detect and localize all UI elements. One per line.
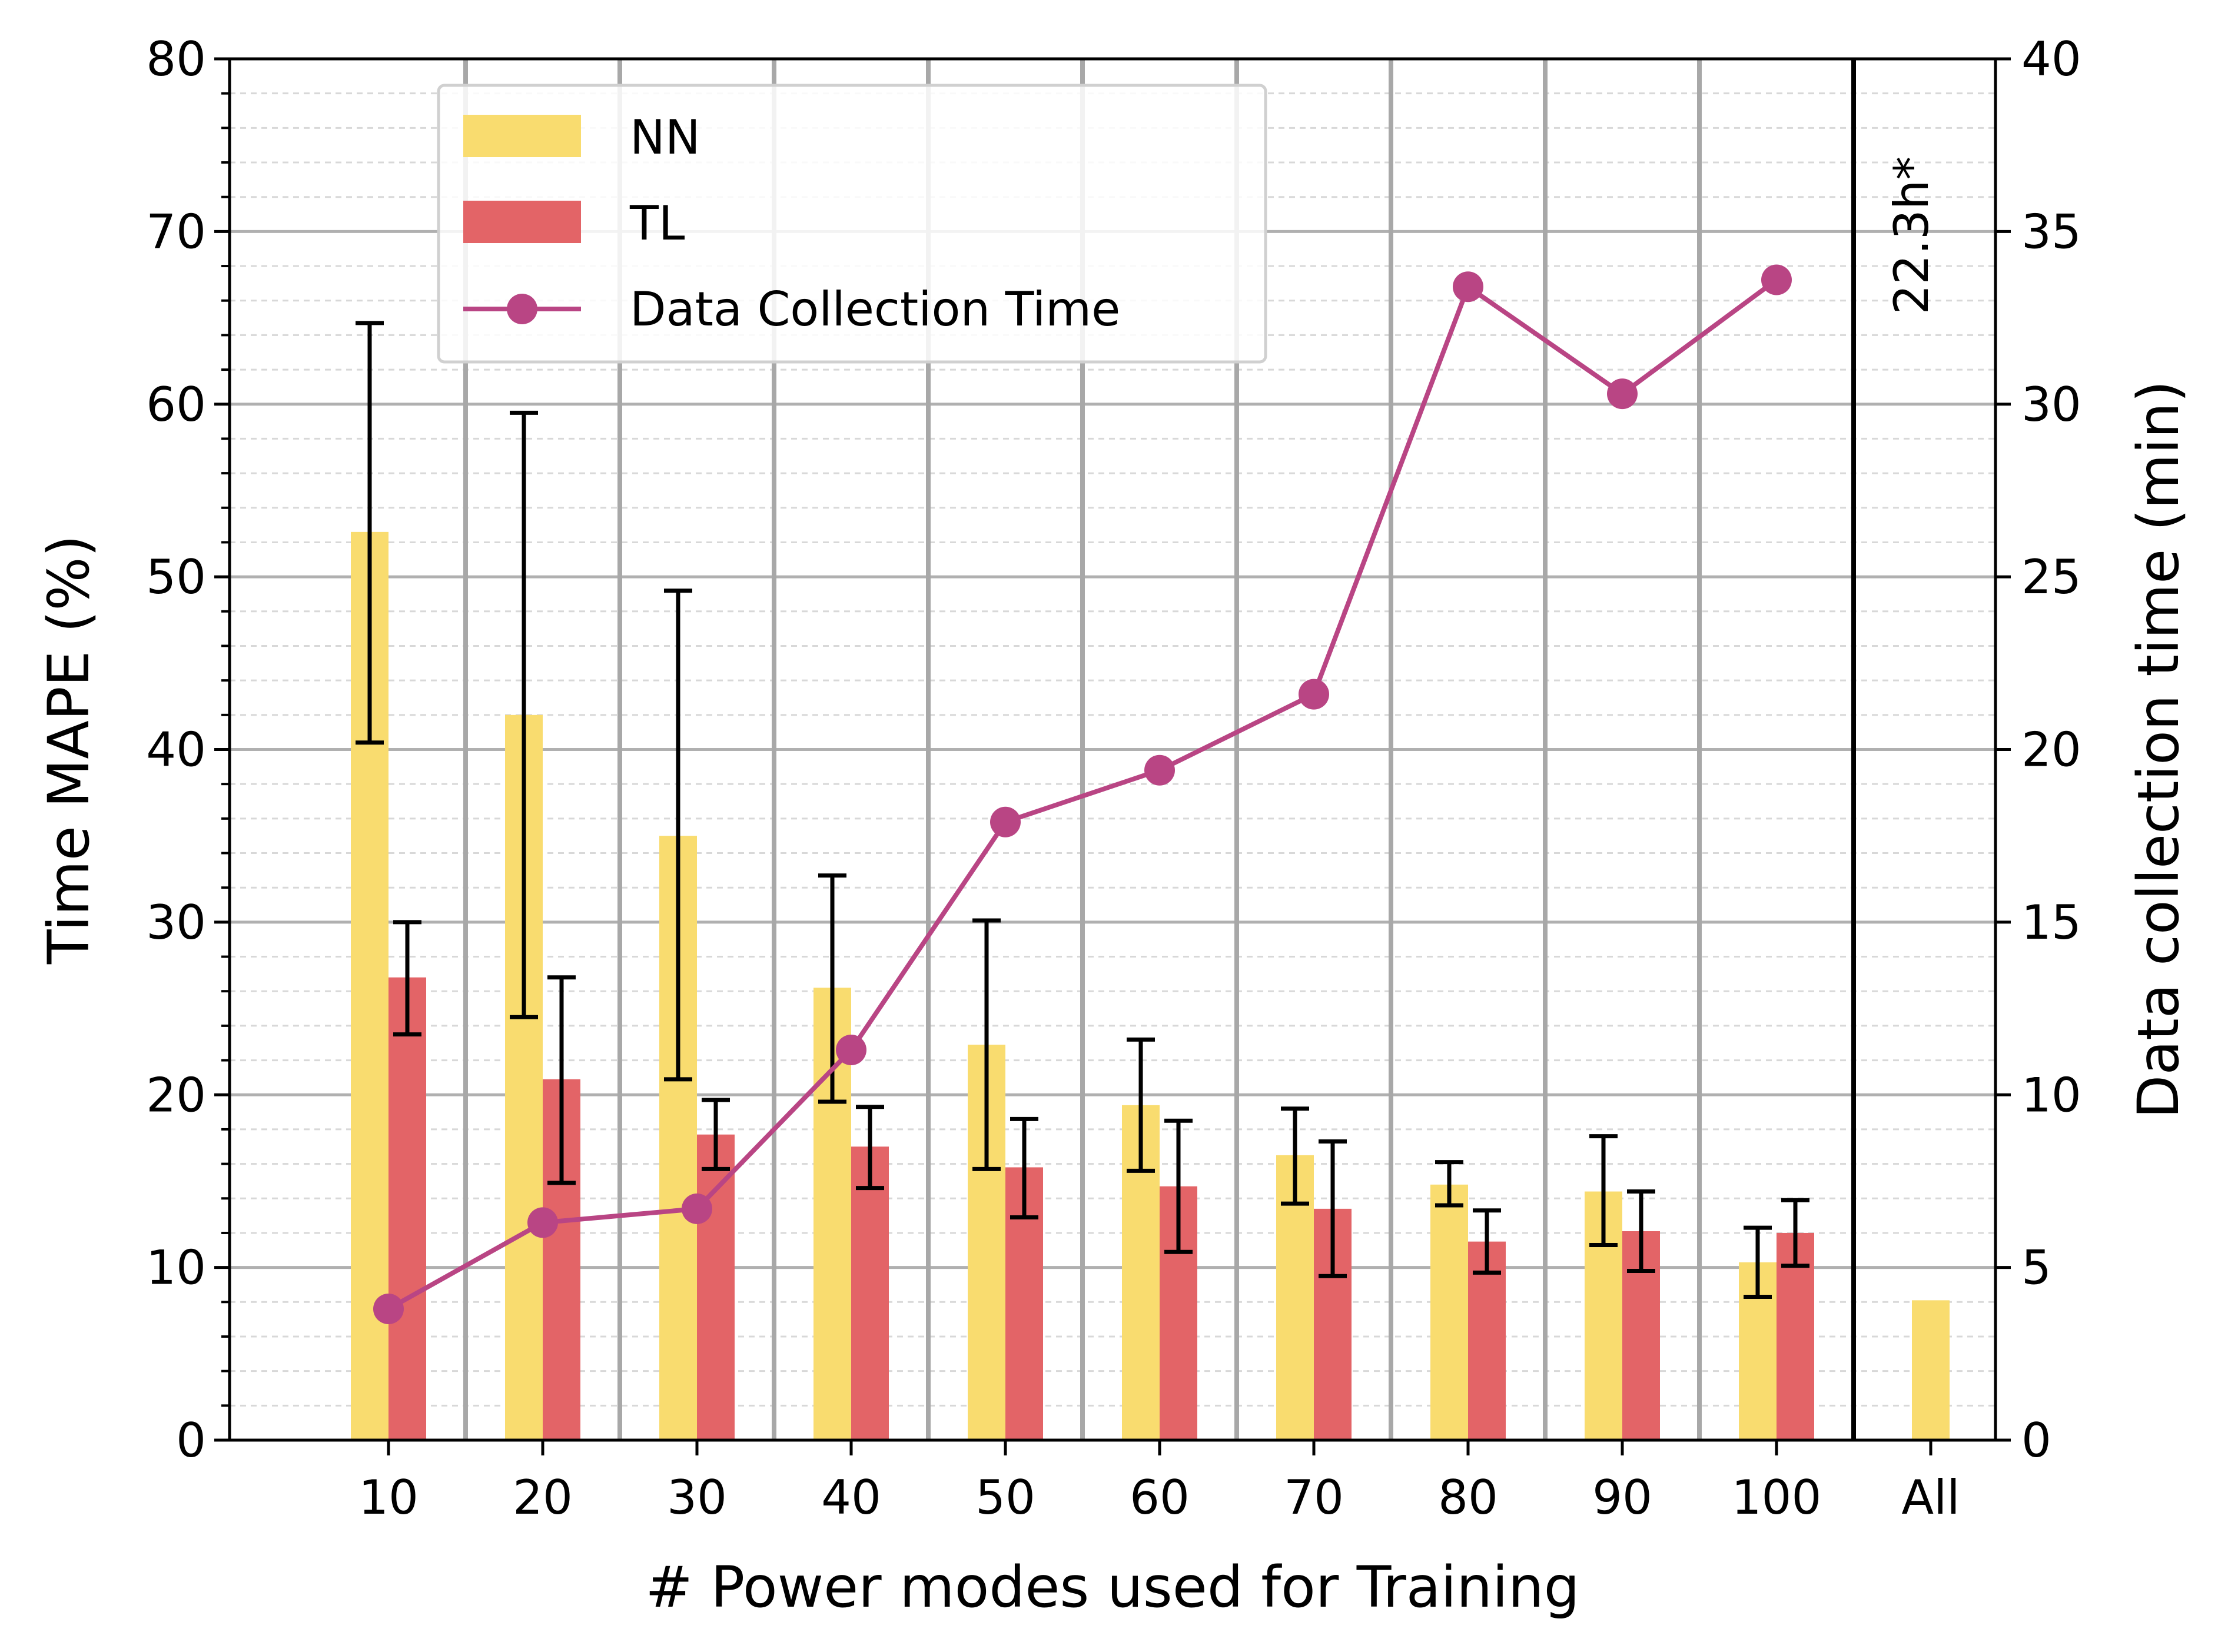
legend-swatch-tl bbox=[463, 201, 581, 243]
x-tick-label: 50 bbox=[975, 1470, 1035, 1525]
x-tick-label: 10 bbox=[358, 1470, 419, 1525]
y-tick-label: 10 bbox=[146, 1241, 206, 1295]
bar-tl bbox=[697, 1134, 735, 1440]
x-tick-label: 90 bbox=[1592, 1470, 1652, 1525]
y2-tick-label: 5 bbox=[2021, 1241, 2051, 1295]
y-axis-title: Time MAPE (%) bbox=[36, 535, 102, 965]
legend-swatch-nn bbox=[463, 115, 581, 157]
data-collection-point bbox=[1453, 271, 1483, 303]
y-tick-label: 0 bbox=[176, 1413, 206, 1468]
x-tick-label: 30 bbox=[667, 1470, 727, 1525]
data-collection-line bbox=[373, 264, 1792, 1325]
ticks: 0 10 20 30 40 50 60 70 80 0 5 10 15 20 25 30 35 40 10 20 30 4… bbox=[146, 32, 2081, 1525]
y2-tick-label: 25 bbox=[2021, 550, 2081, 604]
data-collection-point bbox=[682, 1193, 712, 1224]
annotation-label: 22.3h* bbox=[1884, 157, 1939, 315]
data-collection-point bbox=[1607, 378, 1638, 410]
data-collection-point bbox=[1299, 679, 1329, 710]
y-tick-label: 80 bbox=[146, 32, 206, 87]
legend-box bbox=[437, 84, 1267, 364]
y2-tick-label: 30 bbox=[2021, 377, 2081, 432]
y2-tick-label: 35 bbox=[2021, 204, 2081, 259]
x-tick-label: 100 bbox=[1732, 1470, 1822, 1525]
x-tick-label: 60 bbox=[1130, 1470, 1190, 1525]
x-tick-label: All bbox=[1901, 1470, 1960, 1525]
x-axis-title: # Power modes used for Training bbox=[645, 1554, 1579, 1620]
legend-line-marker bbox=[507, 294, 537, 324]
y2-tick-label: 15 bbox=[2021, 895, 2081, 950]
y2-tick-label: 20 bbox=[2021, 723, 2081, 777]
data-collection-line-path bbox=[387, 278, 1778, 1311]
legend: NN TL Data Collection Time bbox=[437, 84, 1267, 364]
y-tick-label: 60 bbox=[146, 377, 206, 432]
y-tick-label: 30 bbox=[146, 895, 206, 950]
bar-tl bbox=[851, 1146, 889, 1440]
bar-nn bbox=[1912, 1300, 1950, 1440]
y-tick-label: 50 bbox=[146, 550, 206, 604]
bar-nn bbox=[1430, 1184, 1468, 1440]
legend-label-tl: TL bbox=[629, 196, 685, 251]
y-tick-label: 70 bbox=[146, 204, 206, 259]
data-collection-point bbox=[836, 1034, 866, 1065]
error-bars bbox=[356, 321, 1809, 1299]
data-collection-point bbox=[373, 1294, 404, 1325]
legend-label-nn: NN bbox=[630, 110, 700, 165]
y2-axis-title: Data collection time (min) bbox=[2126, 380, 2192, 1118]
data-collection-point bbox=[527, 1207, 558, 1238]
data-collection-point bbox=[1761, 264, 1792, 295]
bar-tl bbox=[389, 977, 426, 1440]
x-tick-label: 20 bbox=[513, 1470, 573, 1525]
x-tick-label: 70 bbox=[1284, 1470, 1344, 1525]
legend-label-data-collection-time: Data Collection Time bbox=[630, 282, 1120, 337]
y2-tick-label: 10 bbox=[2021, 1068, 2081, 1122]
x-tick-label: 40 bbox=[821, 1470, 881, 1525]
data-collection-point bbox=[1144, 754, 1175, 786]
y2-tick-label: 0 bbox=[2021, 1413, 2051, 1468]
x-tick-label: 80 bbox=[1438, 1470, 1498, 1525]
y-tick-label: 40 bbox=[146, 723, 206, 777]
data-collection-point bbox=[990, 806, 1021, 837]
y-tick-label: 20 bbox=[146, 1068, 206, 1122]
y2-tick-label: 40 bbox=[2021, 32, 2081, 87]
